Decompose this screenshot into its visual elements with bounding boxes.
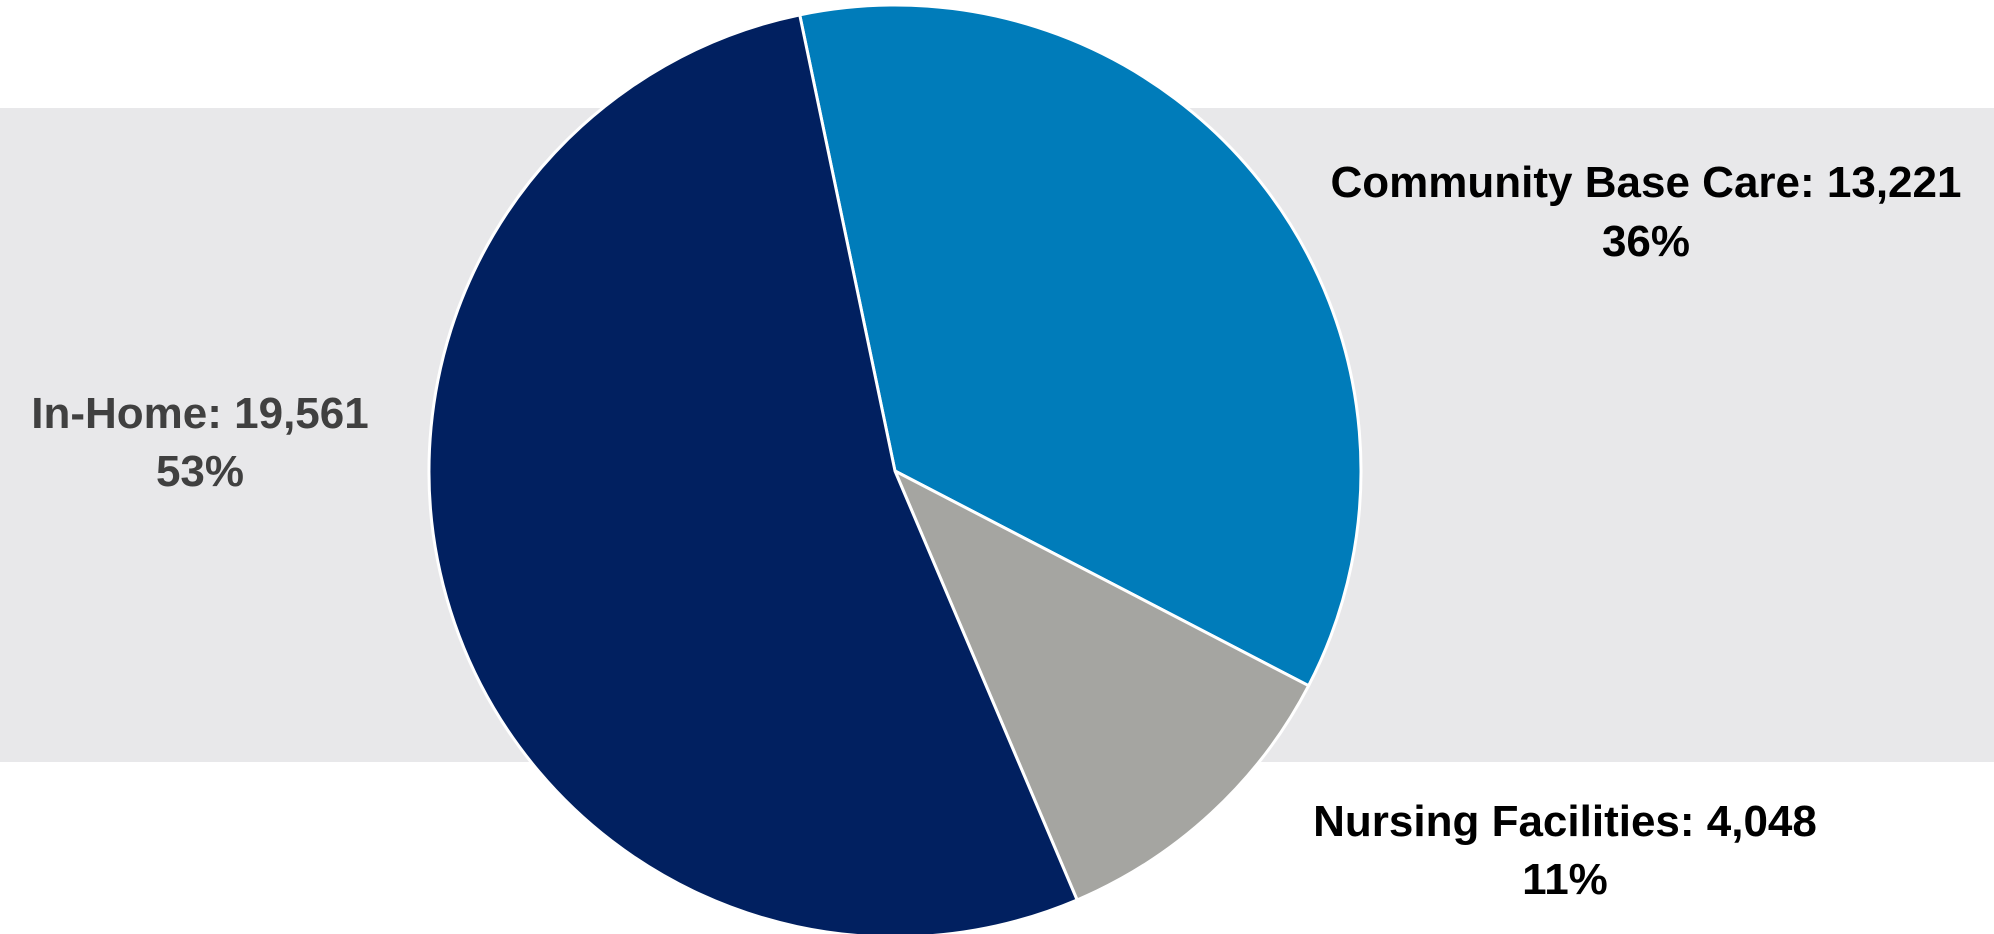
- slice-percent-nursing-facilities: 11%: [1522, 855, 1608, 904]
- pie-slice-nursing-facilities: [893, 469, 1311, 902]
- pie-slices: [427, 3, 1363, 934]
- pie-slice-community-base-care: [798, 3, 1363, 688]
- slice-label-in-home: In-Home: 19,561: [31, 389, 368, 438]
- pie-slice-in-home: [427, 13, 1079, 934]
- pie-labels: In-Home: 19,561 53% Community Base Care: 1…: [31, 158, 1961, 904]
- slice-label-nursing-facilities: Nursing Facilities: 4,048: [1313, 797, 1817, 846]
- slice-percent-community-base-care: 36%: [1602, 217, 1690, 266]
- slice-label-community-base-care: Community Base Care: 13,221: [1331, 158, 1962, 207]
- slice-percent-in-home: 53%: [156, 447, 244, 496]
